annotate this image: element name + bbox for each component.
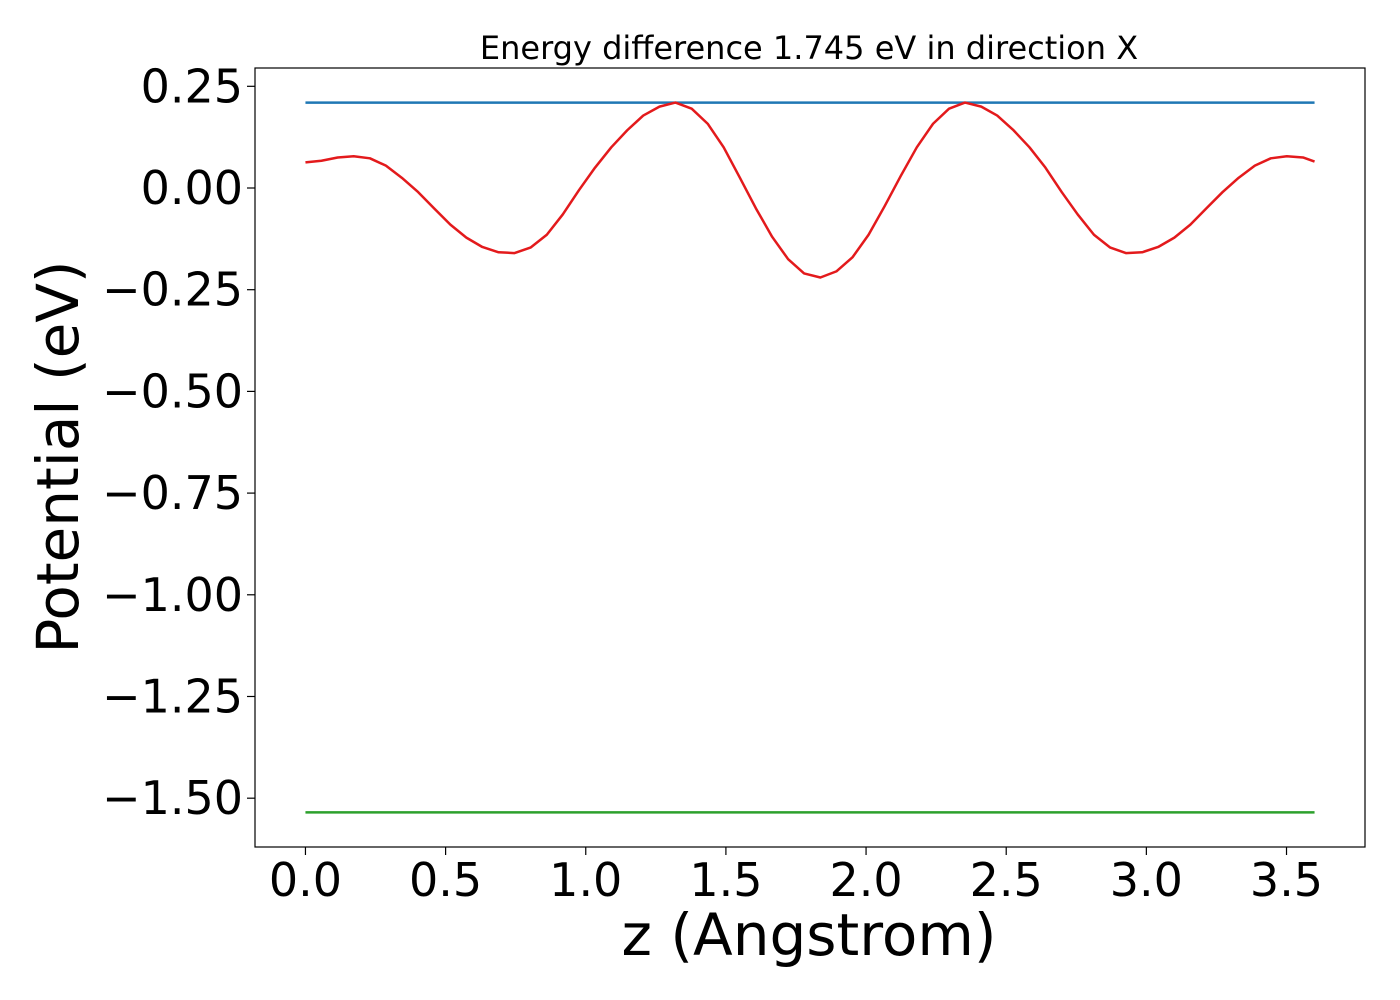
x-tick-label: 3.0 (1110, 853, 1183, 907)
x-axis-label: z (Angstrom) (622, 901, 997, 969)
y-tick-label: −1.00 (102, 568, 243, 622)
y-axis: 0.25 0.00 −0.25 −0.50 −0.75 −1.00 −1.25 −1.50 (102, 59, 255, 825)
y-tick-label: −0.25 (102, 263, 243, 317)
x-tick-label: 3.5 (1250, 853, 1323, 907)
chart-title: Energy difference 1.745 eV in direction … (480, 29, 1138, 67)
x-tick-label: 1.0 (549, 853, 622, 907)
y-tick-label: 0.00 (141, 161, 243, 215)
y-tick-label: −1.50 (102, 771, 243, 825)
y-tick-label: −0.75 (102, 466, 243, 520)
x-tick-label: 0.0 (269, 853, 342, 907)
series-line-3 (305, 101, 1315, 279)
x-tick-label: 2.0 (829, 853, 902, 907)
x-tick-label: 1.5 (689, 853, 762, 907)
x-tick-label: 2.5 (970, 853, 1043, 907)
y-tick-label: −0.50 (102, 364, 243, 418)
y-tick-label: 0.25 (141, 59, 243, 113)
x-axis: 0.0 0.5 1.0 1.5 2.0 2.5 3.0 3.5 (269, 847, 1323, 907)
series-layer (305, 101, 1315, 814)
y-tick-label: −1.25 (102, 669, 243, 723)
x-tick-label: 0.5 (409, 853, 482, 907)
y-axis-label: Potential (eV) (24, 260, 92, 653)
plot-area-frame (254, 67, 1366, 848)
